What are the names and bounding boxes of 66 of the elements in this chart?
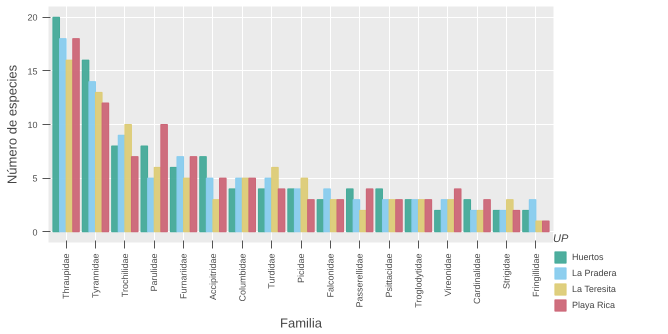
x-tick-label: Passerellidae	[354, 254, 365, 308]
y-tick-label: 0	[32, 227, 38, 238]
bar	[124, 124, 132, 232]
x-tick-label: Picidae	[296, 253, 306, 284]
bar	[278, 188, 286, 232]
x-tick-label: Psittacidae	[384, 253, 394, 298]
bar	[300, 178, 308, 232]
legend-label: Huertos	[572, 252, 604, 262]
bar	[176, 156, 184, 232]
bar	[542, 220, 550, 232]
bar	[440, 199, 448, 232]
bar	[160, 124, 168, 232]
bar	[130, 156, 139, 232]
x-axis-title: Familia	[280, 316, 323, 331]
x-tick-label: Turdidae	[266, 254, 277, 289]
x-tick-label: Columbidae	[237, 253, 248, 302]
bar	[528, 199, 536, 232]
x-tick-label: Troglodytidae	[413, 253, 424, 308]
bar	[366, 188, 374, 232]
bar	[404, 199, 412, 232]
bar	[506, 199, 514, 232]
bar	[476, 210, 484, 232]
x-tick-label: Strigidae	[502, 253, 512, 290]
bar	[463, 199, 472, 232]
y-tick-label: 15	[27, 66, 38, 76]
bar	[248, 178, 256, 232]
bar	[154, 166, 162, 232]
x-tick-label: Vireonidae	[442, 253, 453, 296]
y-axis-title: Número de especies	[4, 64, 20, 184]
bar	[307, 199, 315, 232]
x-tick-label: Tyrannidae	[90, 254, 100, 298]
x-tick-label: Trochilidae	[120, 254, 130, 298]
bar	[199, 156, 207, 232]
bar	[522, 210, 530, 232]
legend-title: UP	[553, 233, 570, 245]
bar	[206, 178, 214, 232]
x-tick-label: Cardinalidae	[472, 253, 482, 304]
bar	[316, 199, 324, 232]
bar	[454, 188, 462, 232]
x-tick-label: Accipitridae	[208, 253, 218, 300]
bar	[512, 210, 520, 232]
bar	[102, 102, 110, 232]
y-tick-label: 10	[27, 120, 38, 130]
bar	[395, 199, 403, 232]
x-tick-label: Thraupidae	[61, 253, 72, 300]
x-tick-label: Falconidae	[325, 254, 336, 298]
bar	[235, 178, 243, 232]
bar	[336, 199, 344, 232]
bar	[72, 38, 80, 232]
bar	[271, 166, 279, 232]
x-tick-label: Fringillidae	[530, 253, 541, 298]
bar	[359, 210, 367, 232]
bar	[483, 199, 491, 232]
bar	[118, 134, 126, 232]
x-tick-label: Furnariidae	[178, 253, 189, 300]
legend-label: Playa Rica	[572, 300, 616, 310]
bar	[190, 156, 198, 232]
bar	[219, 178, 227, 232]
bar	[140, 145, 148, 232]
legend-label: La Pradera	[572, 268, 617, 278]
bar	[352, 199, 360, 232]
y-tick-label: 20	[27, 12, 38, 23]
x-tick-label: Parulidae	[149, 253, 160, 292]
legend-label: La Teresita	[572, 284, 616, 294]
bar	[424, 199, 432, 232]
y-tick-label: 5	[32, 174, 38, 184]
